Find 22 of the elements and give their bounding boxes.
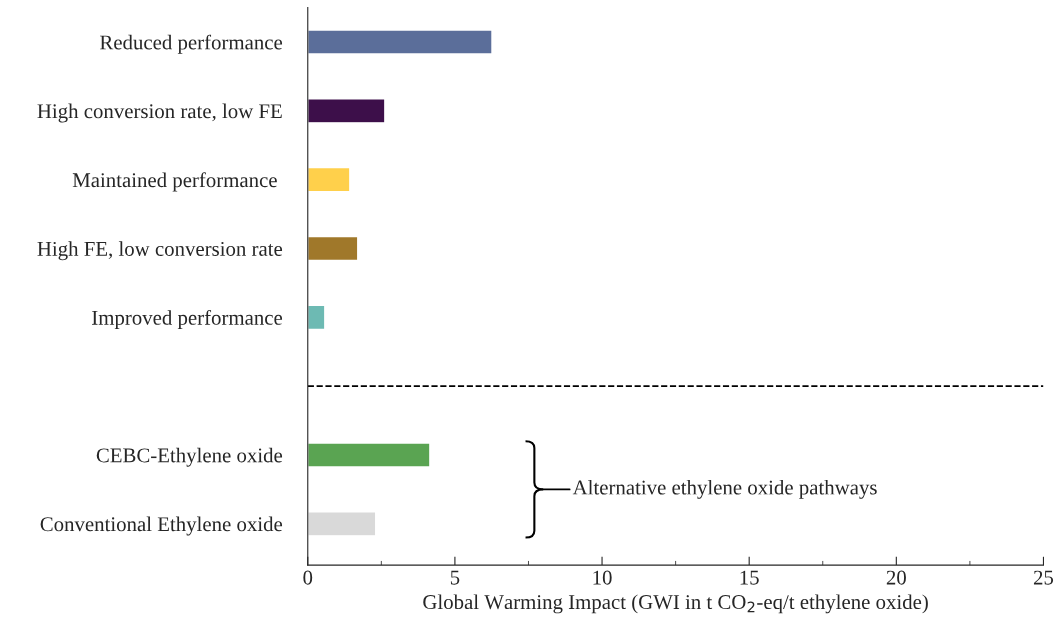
x-tick-label: 0 <box>303 570 313 585</box>
y-tick-label: High conversion rate, low FE <box>37 103 282 123</box>
bar <box>307 511 377 537</box>
y-tick-label: Reduced performance <box>100 34 283 54</box>
x-axis-title: Global Warming Impact (GWI in t CO$_{2}$-eq/t ethylene oxide) <box>423 594 928 614</box>
bar <box>307 442 431 468</box>
x-tick-label: 15 <box>740 570 759 585</box>
y-tick-label: Conventional Ethylene oxide <box>40 516 283 536</box>
bar <box>307 166 351 193</box>
y-tick-label: Maintained performance <box>72 172 277 192</box>
y-tick-label: Improved performance <box>92 309 283 330</box>
bar <box>307 235 359 262</box>
y-tick-label: CEBC-Ethylene oxide <box>96 447 283 467</box>
x-tick-label: 20 <box>886 570 906 585</box>
bar <box>307 29 493 55</box>
x-tick-label: 25 <box>1033 570 1054 585</box>
x-tick-label: 10 <box>593 570 612 585</box>
x-tick-label: 5 <box>450 570 460 585</box>
annotation: Alternative ethylene oxide pathways <box>572 479 877 499</box>
bar <box>307 304 326 331</box>
bar <box>307 98 386 124</box>
y-tick-label: High FE, low conversion rate <box>37 241 283 261</box>
